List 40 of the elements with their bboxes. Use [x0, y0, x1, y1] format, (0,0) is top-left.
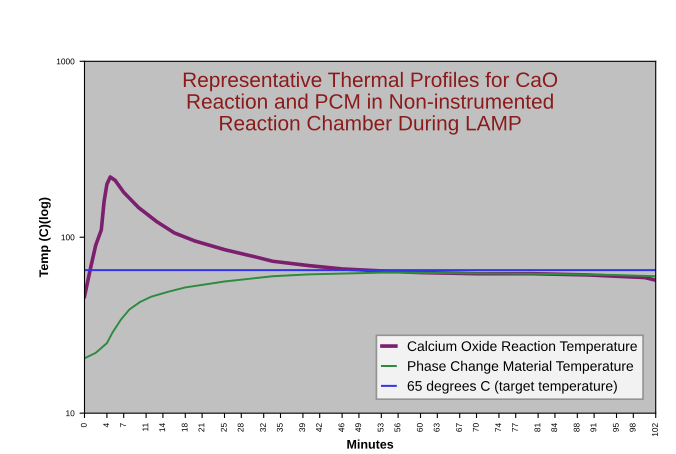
- legend-label: Calcium Oxide Reaction Temperature: [408, 340, 637, 354]
- x-tick-label: 4: [103, 423, 110, 428]
- x-tick-label: 70: [472, 423, 479, 432]
- text: Representative Thermal Profiles for CaO Reaction and PCM in Non-instrumented Reaction Chamber During LAMP: [184, 72, 558, 135]
- x-tick-label: 60: [416, 423, 423, 432]
- x-tick-label: 88: [574, 423, 580, 432]
- x-tick-label: 102: [652, 423, 658, 436]
- x-tick-label: 98: [630, 423, 636, 432]
- y-tick-label: 10: [66, 410, 74, 416]
- x-tick-label: 18: [182, 423, 188, 432]
- legend-label: Phase Change Material Temperature: [408, 360, 634, 374]
- x-tick-label: 84: [551, 423, 558, 432]
- x-tick-label: 35: [276, 423, 283, 432]
- x-tick-label: 49: [355, 423, 362, 432]
- x-tick-label: 7: [120, 423, 126, 428]
- x-tick-label: 81: [534, 423, 540, 432]
- x-tick-label: 95: [612, 423, 619, 432]
- legend-label: 65 degrees C (target temperature): [408, 380, 617, 394]
- x-tick-label: 11: [142, 423, 148, 431]
- y-tick-label: 1000: [56, 58, 74, 64]
- x-tick-label: 53: [378, 423, 384, 432]
- x-tick-label: 39: [299, 423, 306, 432]
- x-tick-label: 63: [434, 423, 440, 432]
- x-tick-label: 91: [590, 423, 596, 432]
- x-tick-label: 25: [220, 423, 227, 432]
- x-tick-label: 42: [316, 423, 322, 432]
- x-axis-title: Minutes: [347, 440, 394, 449]
- line-series: [84, 272, 656, 360]
- x-tick-label: 74: [495, 423, 502, 432]
- x-tick-label: 77: [512, 423, 518, 432]
- x-tick-label: 14: [159, 423, 166, 432]
- x-tick-label: 56: [394, 423, 400, 432]
- x-tick-label: 46: [338, 423, 344, 432]
- x-tick-label: 67: [456, 423, 462, 432]
- x-tick-label: 21: [198, 423, 204, 432]
- x-tick-label: 28: [238, 423, 244, 432]
- y-axis-title: Temp (C)(log): [38, 198, 51, 278]
- y-tick-label: 100: [62, 234, 74, 240]
- x-tick-label: 0: [80, 423, 87, 428]
- x-tick-label: 32: [260, 423, 266, 432]
